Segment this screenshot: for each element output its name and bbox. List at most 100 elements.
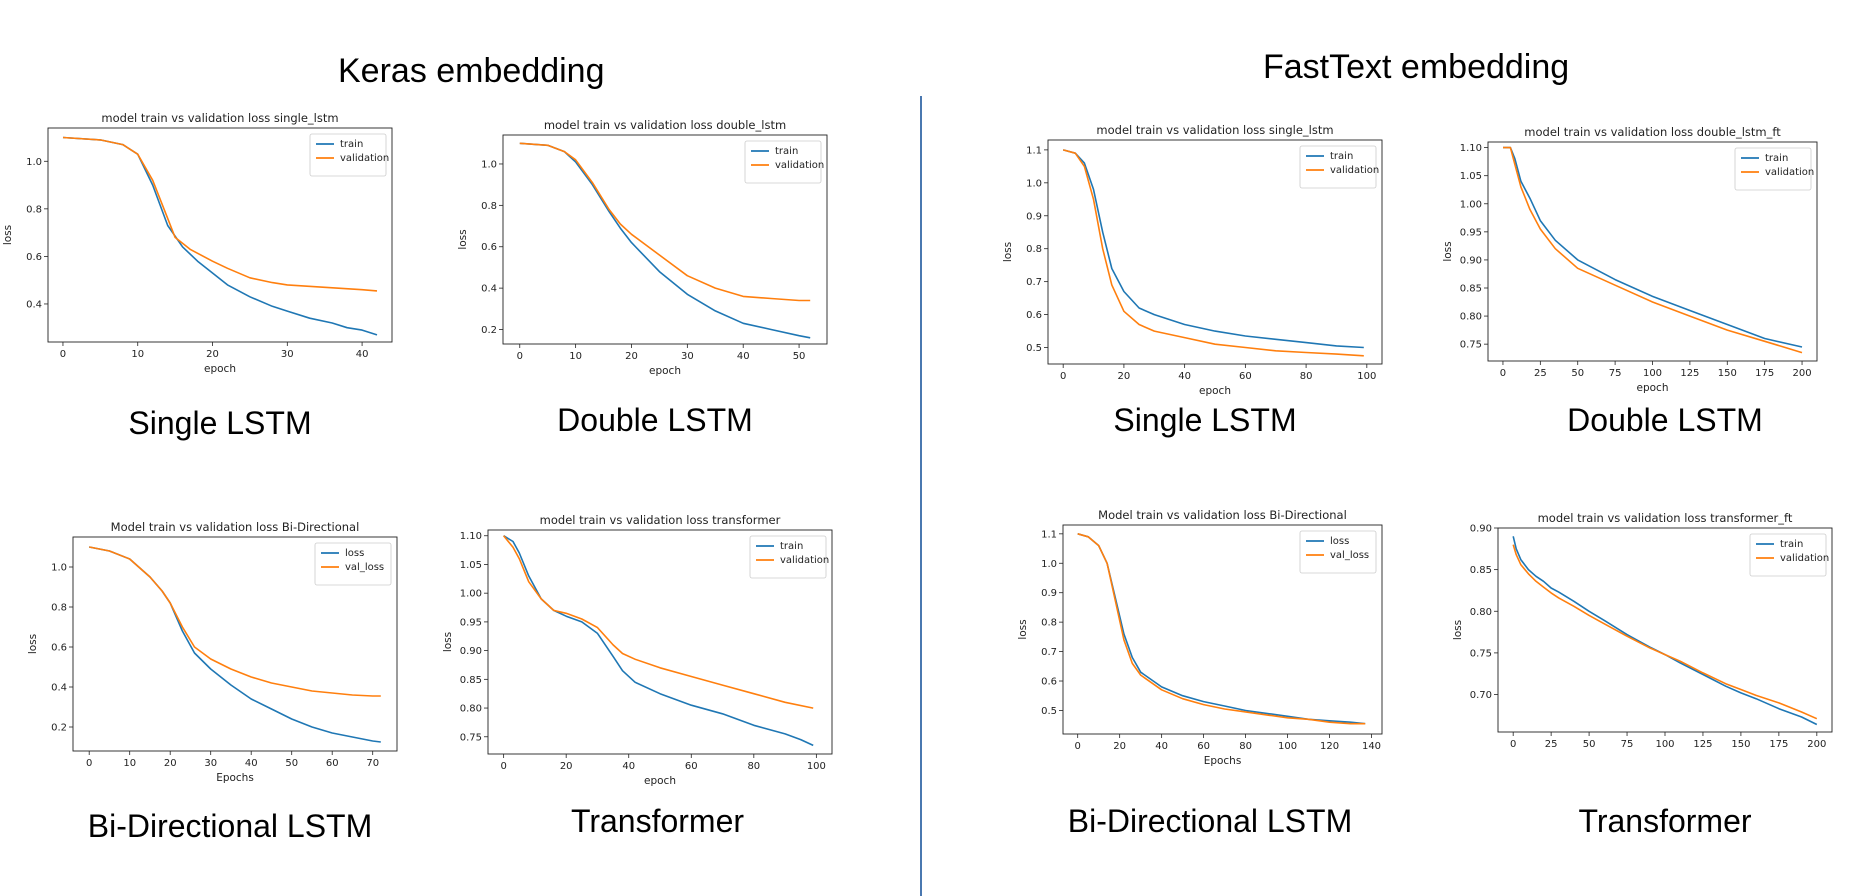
legend-label: train: [340, 139, 363, 150]
y-tick-label: 0.8: [1041, 618, 1057, 629]
chart-keras-bidirectional-lstm: Model train vs validation loss Bi-Direct…: [25, 517, 405, 787]
series-line-validation: [502, 535, 814, 709]
x-tick-label: 60: [1197, 741, 1210, 752]
x-tick-label: 70: [366, 758, 379, 769]
series-line-val-loss: [1077, 533, 1366, 725]
x-tick-label: 200: [1807, 739, 1826, 750]
fasttext-section-title: FastText embedding: [1263, 48, 1570, 86]
y-tick-label: 0.5: [1041, 706, 1057, 717]
panel-label-fasttext-double-lstm: Double LSTM: [1567, 402, 1763, 438]
legend-label: loss: [1330, 536, 1349, 547]
chart-keras-transformer: model train vs validation loss transform…: [440, 510, 840, 790]
x-tick-label: 80: [1239, 741, 1252, 752]
x-tick-label: 150: [1731, 739, 1750, 750]
keras-section-title: Keras embedding: [338, 52, 605, 90]
x-tick-label: 175: [1755, 368, 1774, 379]
x-tick-label: 100: [1643, 368, 1662, 379]
chart-fasttext-transformer: model train vs validation loss transform…: [1450, 508, 1840, 768]
x-tick-label: 125: [1680, 368, 1699, 379]
x-tick-label: 60: [326, 758, 339, 769]
x-tick-label: 40: [1178, 371, 1191, 382]
x-tick-label: 20: [560, 761, 573, 772]
chart-title: Model train vs validation loss Bi-Direct…: [1098, 508, 1347, 522]
panel-label-keras-transformer: Transformer: [570, 803, 745, 839]
x-tick-label: 40: [356, 349, 369, 360]
y-tick-label: 0.90: [1470, 524, 1492, 535]
y-tick-label: 1.0: [481, 159, 497, 170]
x-tick-label: 200: [1792, 368, 1811, 379]
x-tick-label: 75: [1621, 739, 1634, 750]
chart-title: model train vs validation loss single_ls…: [1096, 123, 1333, 137]
y-tick-label: 0.6: [1041, 677, 1057, 688]
x-axis-label: Epochs: [216, 772, 254, 784]
y-tick-label: 0.2: [51, 723, 67, 734]
x-tick-label: 100: [807, 761, 826, 772]
panel-label-fasttext-single-lstm: Single LSTM: [1113, 402, 1297, 438]
legend-label: train: [1780, 539, 1803, 550]
y-tick-label: 0.75: [1470, 648, 1492, 659]
series-line-validation: [1503, 146, 1803, 354]
y-tick-label: 1.1: [1026, 145, 1042, 156]
x-tick-label: 100: [1278, 741, 1297, 752]
y-tick-label: 0.9: [1026, 211, 1042, 222]
chart-svg: model train vs validation loss double_ls…: [457, 118, 828, 377]
legend-label: validation: [1765, 167, 1814, 178]
chart-fasttext-double-lstm: model train vs validation loss double_ls…: [1440, 122, 1825, 397]
x-tick-label: 150: [1718, 368, 1737, 379]
y-axis-label: loss: [1452, 620, 1464, 640]
y-axis-label: loss: [1442, 241, 1454, 261]
y-tick-label: 1.05: [460, 560, 482, 571]
y-tick-label: 0.7: [1041, 647, 1057, 658]
y-tick-label: 0.4: [481, 284, 497, 295]
y-tick-label: 1.0: [51, 563, 67, 574]
series-line-train: [503, 535, 814, 747]
chart-svg: model train vs validation loss transform…: [1452, 511, 1833, 750]
chart-title: model train vs validation loss transform…: [540, 513, 781, 527]
series-line-train: [1512, 536, 1818, 726]
x-tick-label: 25: [1534, 368, 1547, 379]
x-axis-label: epoch: [1637, 382, 1669, 394]
series-line-val-loss: [89, 546, 381, 697]
y-tick-label: 0.4: [51, 683, 67, 694]
chart-svg: model train vs validation loss single_ls…: [1002, 123, 1383, 397]
x-tick-label: 40: [622, 761, 635, 772]
x-tick-label: 40: [245, 758, 258, 769]
y-tick-label: 0.85: [460, 675, 482, 686]
x-tick-label: 100: [1655, 739, 1674, 750]
panel-label-keras-double-lstm: Double LSTM: [557, 402, 753, 438]
series-line-validation: [62, 136, 378, 292]
chart-svg: model train vs validation loss single_ls…: [2, 111, 393, 375]
y-tick-label: 0.75: [1460, 340, 1482, 351]
x-tick-label: 0: [517, 351, 523, 362]
chart-title: model train vs validation loss transform…: [1538, 511, 1793, 525]
y-tick-label: 0.6: [1026, 310, 1042, 321]
y-tick-label: 0.6: [26, 252, 42, 263]
x-tick-label: 20: [206, 349, 219, 360]
y-tick-label: 0.70: [1470, 690, 1492, 701]
x-tick-label: 40: [737, 351, 750, 362]
legend-label: validation: [780, 555, 829, 566]
y-tick-label: 0.85: [1470, 565, 1492, 576]
panel-label-fasttext-bidirectional-lstm: Bi-Directional LSTM: [1067, 803, 1353, 839]
chart-fasttext-bidirectional-lstm: Model train vs validation loss Bi-Direct…: [1015, 505, 1390, 770]
legend-label: validation: [1330, 165, 1379, 176]
y-tick-label: 1.00: [460, 589, 482, 600]
y-axis-label: loss: [1017, 619, 1029, 639]
y-tick-label: 0.90: [460, 646, 482, 657]
y-tick-label: 0.8: [1026, 244, 1042, 255]
chart-keras-single-lstm: model train vs validation loss single_ls…: [0, 108, 400, 378]
x-tick-label: 175: [1769, 739, 1788, 750]
chart-title: model train vs validation loss double_ls…: [544, 118, 786, 132]
chart-title: model train vs validation loss single_ls…: [101, 111, 338, 125]
y-tick-label: 0.80: [1470, 607, 1492, 618]
series-line-validation: [1512, 544, 1818, 720]
y-axis-label: loss: [442, 632, 454, 652]
y-tick-label: 0.8: [481, 201, 497, 212]
legend-label: val_loss: [1330, 550, 1369, 561]
legend-label: validation: [340, 153, 389, 164]
y-tick-label: 0.5: [1026, 343, 1042, 354]
x-tick-label: 50: [1571, 368, 1584, 379]
y-axis-label: loss: [27, 634, 39, 654]
y-tick-label: 0.75: [460, 732, 482, 743]
x-tick-label: 125: [1693, 739, 1712, 750]
